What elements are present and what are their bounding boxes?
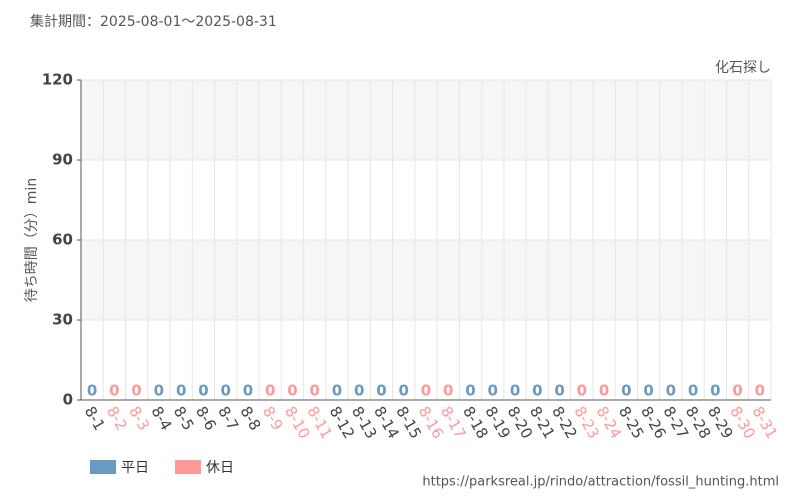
data-label: 0 (488, 382, 498, 400)
data-label: 0 (421, 382, 431, 400)
x-tick-label: 8-5 (170, 403, 198, 433)
legend-swatch (175, 460, 201, 474)
y-tick-label: 90 (52, 151, 73, 169)
data-label: 0 (154, 382, 164, 400)
band (81, 240, 771, 320)
data-label: 0 (399, 382, 409, 400)
data-label: 0 (243, 382, 253, 400)
y-tick-label: 60 (52, 231, 73, 249)
chart-title: 集計期間：2025-08-01〜2025-08-31 (30, 13, 277, 30)
x-tick-label: 8-9 (259, 403, 287, 433)
y-tick-label: 120 (42, 71, 73, 89)
data-label: 0 (198, 382, 208, 400)
data-label: 0 (554, 382, 564, 400)
x-tick-label: 8-2 (103, 403, 131, 433)
data-label: 0 (354, 382, 364, 400)
data-label: 0 (710, 382, 720, 400)
legend-swatch (90, 460, 116, 474)
data-label: 0 (220, 382, 230, 400)
source: https://parksreal.jp/rindo/attraction/fo… (422, 475, 779, 490)
data-label: 0 (621, 382, 631, 400)
data-label: 0 (599, 382, 609, 400)
data-label: 0 (131, 382, 141, 400)
data-label: 0 (87, 382, 97, 400)
legend-label: 休日 (206, 460, 234, 476)
x-tick-label: 8-6 (192, 403, 220, 433)
x-tick-label: 8-1 (81, 403, 109, 433)
x-tick-label: 8-7 (214, 403, 242, 433)
data-label: 0 (732, 382, 742, 400)
data-label: 0 (109, 382, 119, 400)
data-label: 0 (376, 382, 386, 400)
x-tick-label: 8-4 (148, 403, 176, 433)
data-label: 0 (309, 382, 319, 400)
data-label: 0 (688, 382, 698, 400)
data-label: 0 (465, 382, 475, 400)
x-tick-label: 8-3 (125, 403, 153, 433)
data-label: 0 (332, 382, 342, 400)
data-label: 0 (443, 382, 453, 400)
y-tick-label: 30 (52, 311, 73, 329)
data-label: 0 (643, 382, 653, 400)
data-label: 0 (577, 382, 587, 400)
data-label: 0 (510, 382, 520, 400)
band (81, 80, 771, 160)
data-label: 0 (287, 382, 297, 400)
legend-label: 平日 (121, 460, 149, 476)
data-label: 0 (666, 382, 676, 400)
y-axis-label: 待ち時間（分）min (24, 178, 40, 302)
data-label: 0 (532, 382, 542, 400)
y-tick-label: 0 (63, 391, 73, 409)
data-label: 0 (265, 382, 275, 400)
data-label: 0 (176, 382, 186, 400)
x-tick-label: 8-8 (237, 403, 265, 433)
chart-subtitle: 化石探し (715, 60, 771, 76)
data-label: 0 (755, 382, 765, 400)
